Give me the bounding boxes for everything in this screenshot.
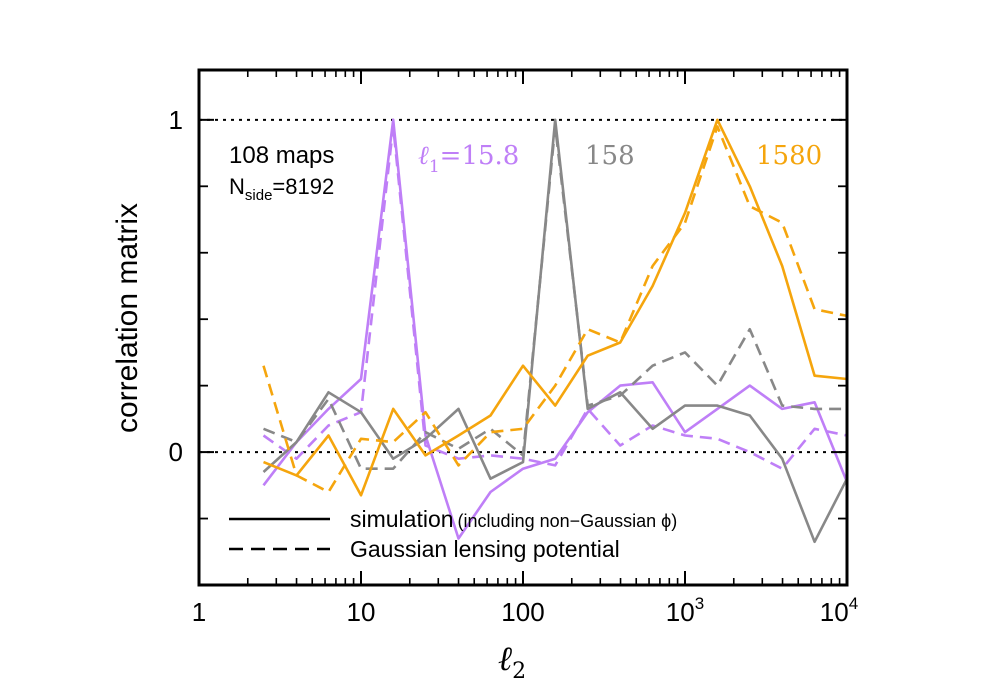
series-gray-dashed: [263, 125, 847, 471]
ell1-158-annotation: 158: [585, 141, 635, 171]
x-axis-label-subscript: 2: [512, 659, 526, 684]
reference-lines: [199, 118, 847, 454]
x-tick-label: 1: [192, 597, 206, 627]
y-tick-label: 1: [169, 105, 183, 135]
x-tick-label: 103: [666, 594, 704, 627]
x-axis-label: ℓ2: [498, 639, 526, 684]
x-axis-label-symbol: ℓ: [498, 639, 512, 679]
legend-dashed-label: Gaussian lensing potential: [350, 536, 620, 562]
axis-ticks: [198, 70, 848, 585]
series-orange-dashed: [262, 125, 848, 494]
nside-annotation: Nside=8192: [229, 174, 334, 204]
maps-annotation: 108 maps: [229, 142, 334, 169]
tick-labels: 1 10 100 103 104 0 1: [169, 105, 859, 627]
legend-solid-label: simulation (including non−Gaussian ϕ): [350, 506, 677, 532]
x-tick-label: 10: [347, 597, 376, 627]
series-orange-solid: [263, 118, 848, 497]
legend: simulation (including non−Gaussian ϕ) Gau…: [229, 506, 677, 562]
x-tick-label: 100: [501, 597, 544, 627]
x-tick-label: 104: [820, 594, 858, 627]
ell1-1580-annotation: 1580: [756, 141, 822, 171]
series-group: [262, 118, 849, 544]
series-gray-solid: [262, 118, 849, 544]
ell1-annotation: ℓ1=15.8: [418, 141, 519, 177]
series-purple-dashed: [262, 125, 848, 471]
series-purple-solid: [262, 118, 849, 540]
y-axis-label: correlation matrix: [111, 203, 144, 433]
y-tick-label: 0: [169, 437, 183, 467]
